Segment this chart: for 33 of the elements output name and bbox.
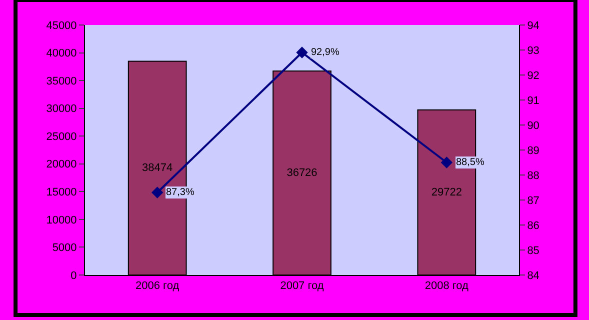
y2-tick-label: 87	[527, 194, 540, 207]
point	[151, 186, 164, 198]
y-tick-label: 0	[70, 270, 77, 282]
y-tick-label: 15000	[46, 186, 77, 199]
y2-tick-label: 85	[527, 244, 540, 257]
data-label: 36726	[286, 166, 318, 179]
y-tick-label: 40000	[46, 48, 77, 60]
x-tick-label: 2006 год	[136, 280, 180, 292]
y2-tick-label: 86	[527, 220, 540, 232]
y-tick-label: 45000	[46, 20, 77, 32]
data-label: 92,9%	[311, 47, 340, 58]
point	[296, 46, 308, 58]
data-label: 38474	[142, 162, 173, 174]
y2-tick-label: 92	[527, 70, 540, 82]
y-tick-label: 10000	[46, 214, 77, 226]
y-tick-label: 25000	[46, 130, 77, 143]
data-label: 88,5%	[456, 157, 484, 168]
y2-tick-label: 89	[527, 144, 540, 157]
y2-tick-label: 90	[527, 120, 540, 132]
y-tick-label: 20000	[46, 158, 77, 171]
y2-tick-label: 88	[527, 170, 540, 182]
y2-tick-label: 91	[527, 94, 540, 107]
y-tick-label: 5000	[52, 242, 77, 254]
x-tick-label: 2007 год	[280, 280, 324, 292]
y-tick-label: 30000	[46, 103, 77, 116]
y2-tick-label: 93	[527, 44, 540, 57]
y2-tick-label: 94	[527, 20, 540, 32]
data-label: 29722	[431, 186, 462, 198]
y-tick-label: 35000	[46, 75, 77, 88]
x-tick-label: 2008 год	[424, 280, 470, 292]
data-label: 87,3%	[166, 187, 194, 198]
y2-tick-label: 84	[527, 270, 540, 282]
point	[440, 156, 453, 168]
